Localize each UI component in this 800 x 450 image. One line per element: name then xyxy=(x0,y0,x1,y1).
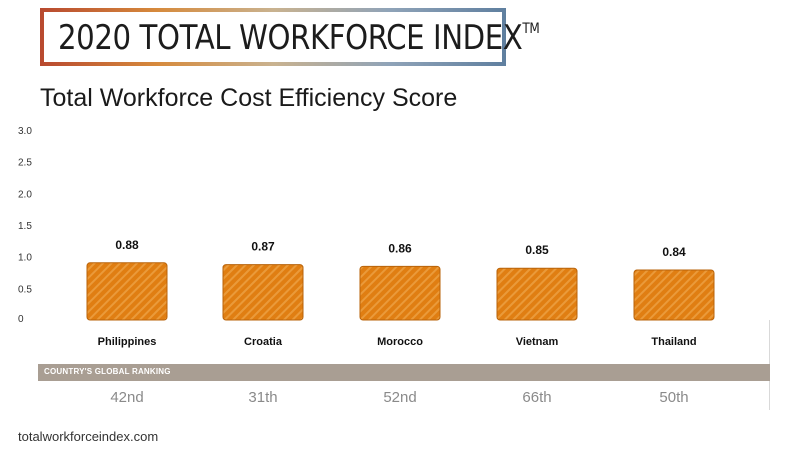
ranking-band-label: COUNTRY'S GLOBAL RANKING xyxy=(44,367,171,376)
category-label: Morocco xyxy=(377,336,423,348)
bar-chart: 0 0.5 1.0 1.5 2.0 2.5 3.0 0.88 0.87 0.86 0.85 0.84… xyxy=(18,126,715,348)
data-label: 0.87 xyxy=(251,240,275,254)
ranking-value: 52nd xyxy=(383,389,417,406)
y-tick-label: 3.0 xyxy=(18,126,32,137)
bar xyxy=(86,262,168,321)
y-tick-label: 1.5 xyxy=(18,221,32,232)
banner-title: 2020 TOTAL WORKFORCE INDEXTM xyxy=(58,18,540,58)
data-label: 0.88 xyxy=(115,238,139,252)
y-tick-label: 1.0 xyxy=(18,253,32,264)
source-footer: totalworkforceindex.com xyxy=(18,429,159,444)
y-axis: 0 0.5 1.0 1.5 2.0 2.5 3.0 xyxy=(18,126,32,325)
bar xyxy=(496,267,578,321)
category-label: Vietnam xyxy=(516,336,559,348)
category-label: Philippines xyxy=(98,336,157,348)
bar xyxy=(633,269,715,321)
data-label: 0.84 xyxy=(662,245,686,259)
y-tick-label: 0 xyxy=(18,314,24,325)
ranking-value: 50th xyxy=(659,389,689,406)
y-tick-label: 2.0 xyxy=(18,189,32,200)
data-label: 0.85 xyxy=(525,243,549,257)
category-label: Croatia xyxy=(244,336,283,348)
ranking-band: COUNTRY'S GLOBAL RANKING xyxy=(38,364,770,381)
bars xyxy=(86,262,715,321)
banner-title-text: 2020 TOTAL WORKFORCE INDEX xyxy=(58,18,523,58)
y-tick-label: 0.5 xyxy=(18,284,32,295)
ranking-value: 31th xyxy=(248,389,278,406)
category-labels: Philippines Croatia Morocco Vietnam Thailand xyxy=(98,336,697,348)
data-label: 0.86 xyxy=(388,241,412,255)
ranking-value: 66th xyxy=(522,389,552,406)
bar xyxy=(359,265,441,321)
index-banner: 2020 TOTAL WORKFORCE INDEXTM xyxy=(40,8,540,66)
ranking-value: 42nd xyxy=(110,389,144,406)
y-tick-label: 2.5 xyxy=(18,158,32,169)
trademark-mark: TM xyxy=(522,20,540,37)
chart-title: Total Workforce Cost Efficiency Score xyxy=(40,84,458,112)
bar xyxy=(222,264,304,321)
data-labels: 0.88 0.87 0.86 0.85 0.84 xyxy=(115,238,686,259)
category-label: Thailand xyxy=(651,336,696,348)
